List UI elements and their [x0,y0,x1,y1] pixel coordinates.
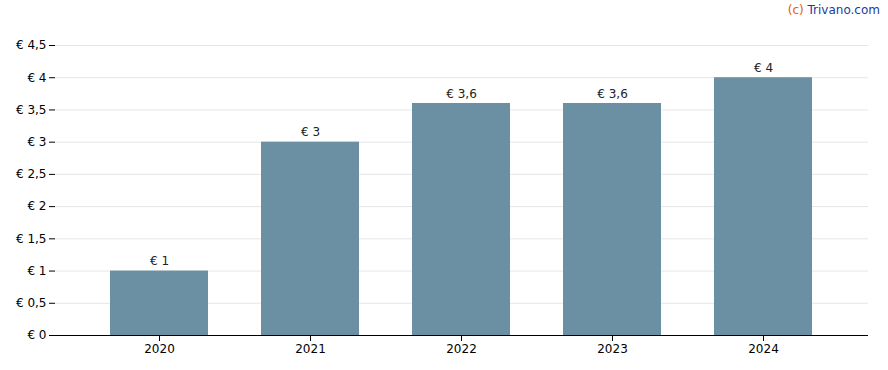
svg-text:2023: 2023 [597,342,628,356]
svg-text:€ 1: € 1 [150,254,169,268]
svg-text:€ 3: € 3 [27,135,46,149]
svg-text:€ 2,5: € 2,5 [16,167,47,181]
svg-text:2022: 2022 [446,342,477,356]
svg-text:€ 3,6: € 3,6 [446,87,477,101]
svg-text:€ 3,6: € 3,6 [597,87,628,101]
svg-text:€ 3,5: € 3,5 [16,103,47,117]
svg-text:€ 1,5: € 1,5 [16,232,47,246]
svg-text:€ 0,5: € 0,5 [16,296,47,310]
svg-text:2020: 2020 [144,342,175,356]
svg-text:€ 4: € 4 [754,61,773,75]
svg-text:2021: 2021 [295,342,326,356]
svg-text:€ 2: € 2 [27,199,46,213]
html-text:(c) Trivano.com: (c) Trivano.com [787,3,880,17]
svg-text:€ 4: € 4 [27,71,46,85]
svg-text:€ 1: € 1 [27,264,46,278]
svg-text:€ 3: € 3 [301,125,320,139]
svg-text:€ 4,5: € 4,5 [16,38,47,52]
svg-text:€ 0: € 0 [27,328,46,342]
svg-text:2024: 2024 [748,342,779,356]
